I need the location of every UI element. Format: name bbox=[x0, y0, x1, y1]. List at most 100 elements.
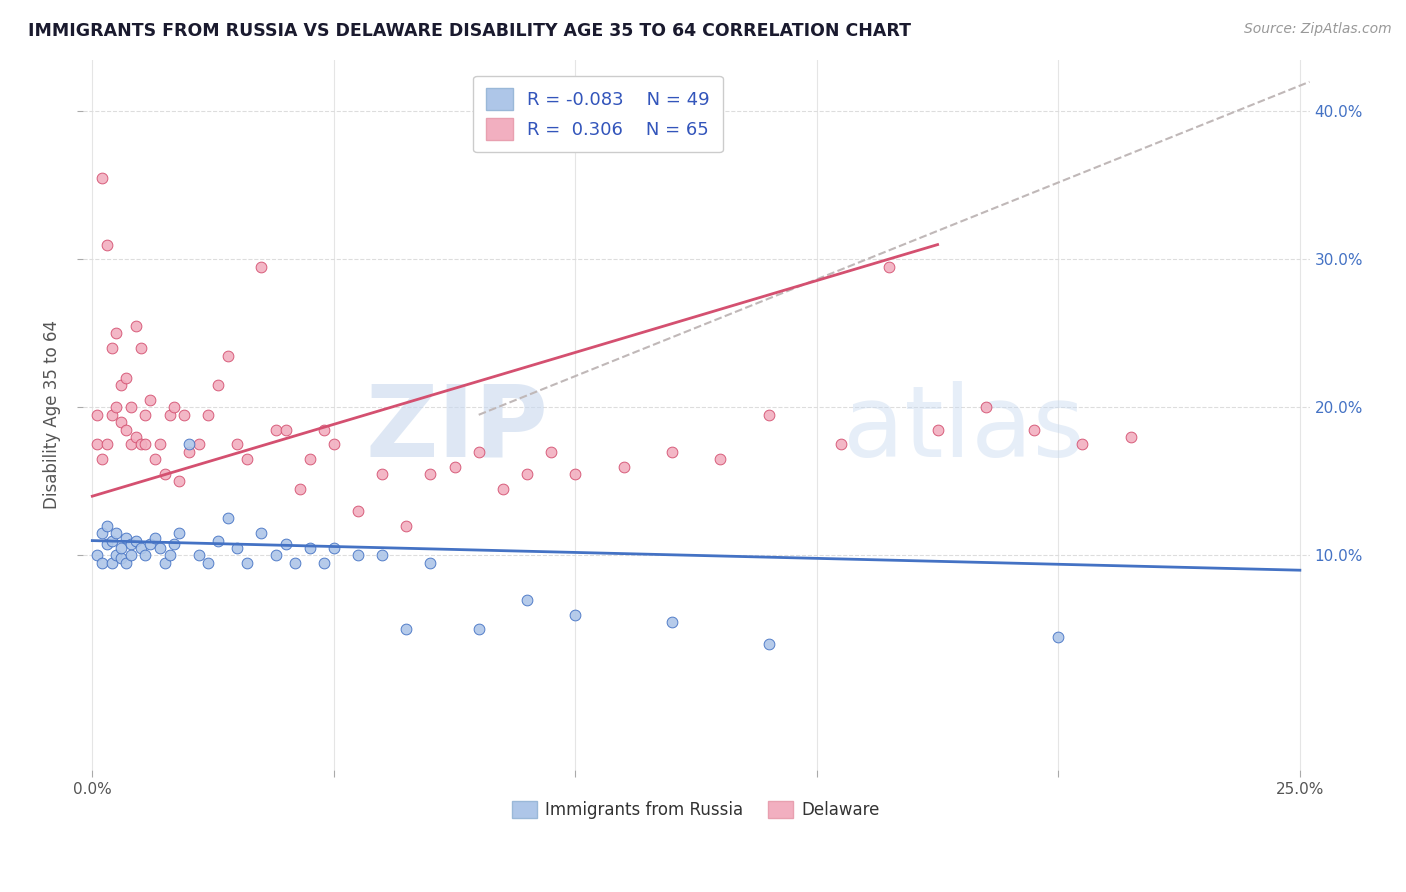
Point bbox=[115, 531, 138, 545]
Point bbox=[613, 459, 636, 474]
Point bbox=[153, 556, 176, 570]
Point bbox=[250, 260, 273, 274]
Point bbox=[143, 452, 166, 467]
Point bbox=[419, 467, 441, 481]
Point bbox=[395, 518, 418, 533]
Point bbox=[167, 526, 190, 541]
Point bbox=[395, 623, 418, 637]
Legend: Immigrants from Russia, Delaware: Immigrants from Russia, Delaware bbox=[505, 794, 887, 826]
Point bbox=[264, 549, 287, 563]
Text: ZIP: ZIP bbox=[366, 381, 548, 477]
Point bbox=[419, 556, 441, 570]
Text: atlas: atlas bbox=[844, 381, 1085, 477]
Point bbox=[314, 556, 336, 570]
Point bbox=[91, 526, 114, 541]
Point bbox=[139, 392, 162, 407]
Point bbox=[134, 437, 156, 451]
Point bbox=[187, 549, 209, 563]
Point bbox=[120, 437, 142, 451]
Point bbox=[207, 533, 229, 548]
Point bbox=[149, 437, 172, 451]
Point bbox=[288, 482, 311, 496]
Point bbox=[163, 401, 186, 415]
Point bbox=[105, 526, 128, 541]
Point bbox=[467, 623, 489, 637]
Point bbox=[540, 445, 562, 459]
Point bbox=[134, 549, 156, 563]
Point bbox=[974, 401, 997, 415]
Point bbox=[236, 556, 259, 570]
Point bbox=[322, 541, 344, 555]
Point bbox=[86, 549, 108, 563]
Point bbox=[284, 556, 307, 570]
Point bbox=[110, 541, 132, 555]
Point bbox=[298, 541, 321, 555]
Point bbox=[322, 437, 344, 451]
Point bbox=[163, 536, 186, 550]
Point bbox=[347, 504, 370, 518]
Point bbox=[177, 437, 200, 451]
Point bbox=[125, 430, 148, 444]
Point bbox=[758, 637, 780, 651]
Point bbox=[173, 408, 195, 422]
Point bbox=[149, 541, 172, 555]
Point bbox=[564, 467, 586, 481]
Point bbox=[96, 536, 118, 550]
Point bbox=[250, 526, 273, 541]
Point bbox=[758, 408, 780, 422]
Point bbox=[125, 533, 148, 548]
Point bbox=[96, 237, 118, 252]
Point bbox=[91, 452, 114, 467]
Point bbox=[86, 437, 108, 451]
Point bbox=[96, 518, 118, 533]
Point bbox=[226, 437, 249, 451]
Point bbox=[661, 445, 683, 459]
Point bbox=[134, 408, 156, 422]
Point bbox=[100, 341, 122, 355]
Point bbox=[264, 423, 287, 437]
Point bbox=[115, 423, 138, 437]
Point bbox=[100, 533, 122, 548]
Point bbox=[159, 408, 181, 422]
Point bbox=[120, 536, 142, 550]
Point bbox=[167, 475, 190, 489]
Point bbox=[105, 549, 128, 563]
Point bbox=[1071, 437, 1094, 451]
Point bbox=[1119, 430, 1142, 444]
Point bbox=[177, 445, 200, 459]
Point bbox=[120, 401, 142, 415]
Point bbox=[115, 556, 138, 570]
Point bbox=[139, 536, 162, 550]
Point bbox=[236, 452, 259, 467]
Point bbox=[197, 408, 219, 422]
Point bbox=[187, 437, 209, 451]
Point bbox=[274, 536, 297, 550]
Point bbox=[1024, 423, 1046, 437]
Point bbox=[274, 423, 297, 437]
Point bbox=[120, 549, 142, 563]
Point bbox=[129, 341, 152, 355]
Point bbox=[830, 437, 852, 451]
Point bbox=[105, 326, 128, 341]
Point bbox=[100, 556, 122, 570]
Point bbox=[91, 556, 114, 570]
Point bbox=[110, 551, 132, 566]
Point bbox=[516, 467, 538, 481]
Point bbox=[125, 318, 148, 333]
Point bbox=[197, 556, 219, 570]
Point bbox=[159, 549, 181, 563]
Point bbox=[314, 423, 336, 437]
Point bbox=[661, 615, 683, 629]
Point bbox=[298, 452, 321, 467]
Point bbox=[153, 467, 176, 481]
Point bbox=[105, 401, 128, 415]
Point bbox=[143, 531, 166, 545]
Point bbox=[347, 549, 370, 563]
Point bbox=[110, 378, 132, 392]
Point bbox=[217, 349, 239, 363]
Point bbox=[709, 452, 731, 467]
Point bbox=[371, 467, 394, 481]
Point bbox=[371, 549, 394, 563]
Y-axis label: Disability Age 35 to 64: Disability Age 35 to 64 bbox=[44, 320, 60, 509]
Point bbox=[129, 541, 152, 555]
